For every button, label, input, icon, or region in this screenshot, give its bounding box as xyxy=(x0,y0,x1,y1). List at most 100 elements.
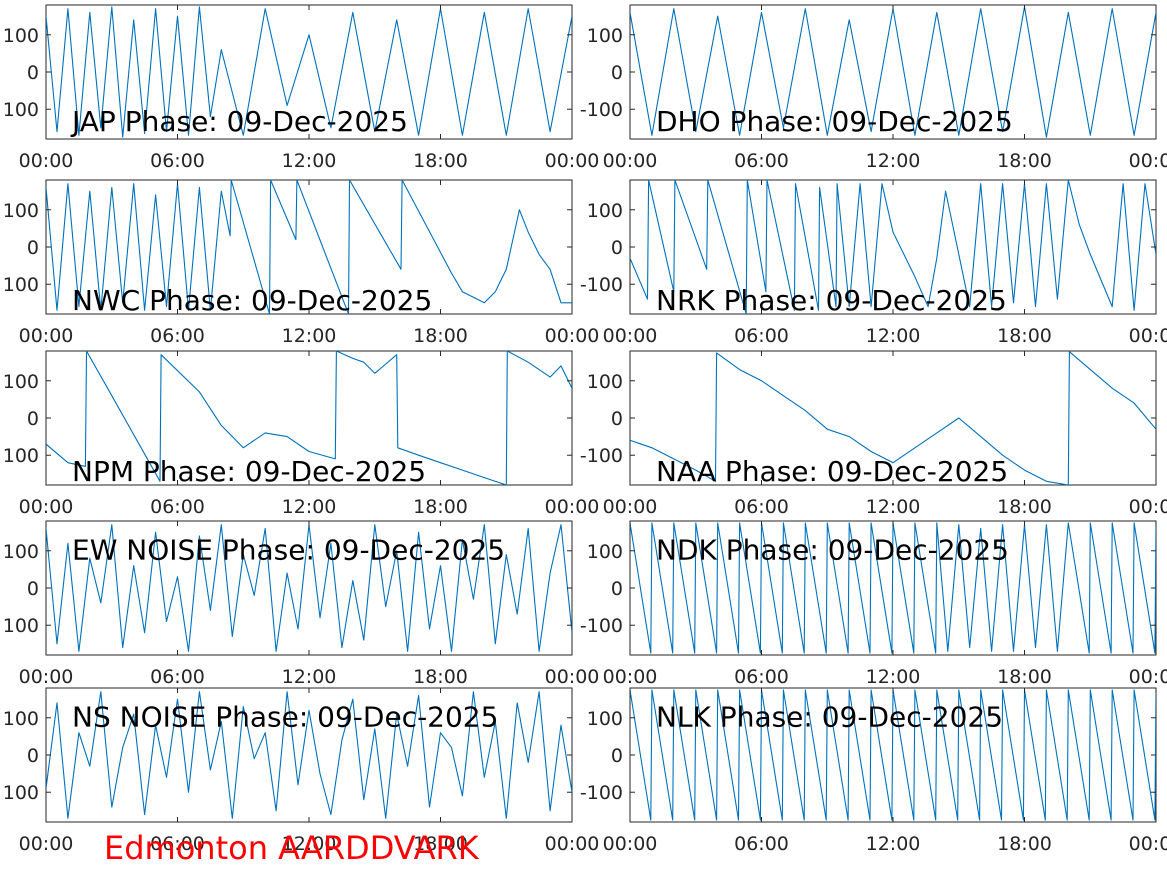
x-tick-label: 18:00 xyxy=(997,496,1052,518)
panel-title: DHO Phase: 09-Dec-2025 xyxy=(656,105,1013,138)
panel-4: 100 0 100 00:00 06:00 12:00 18:00 00:00 NPM Phas… xyxy=(3,350,600,518)
y-tick-label: 100 xyxy=(3,445,39,467)
plot-frame xyxy=(45,520,573,656)
y-tick-label: 100 xyxy=(587,371,623,393)
x-tick-label: 18:00 xyxy=(997,325,1052,347)
x-tick-label: 06:00 xyxy=(150,666,205,688)
x-tick-label: 00:00 xyxy=(19,496,74,518)
x-tick-label: 06:00 xyxy=(734,150,789,172)
y-tick-label: 0 xyxy=(611,62,623,84)
y-tick-label: 0 xyxy=(27,62,39,84)
x-tick-label: 00:00 xyxy=(603,833,658,855)
panel-5: 100 0 -100 00:00 06:00 12:00 18:00 00:00 NAA Pha… xyxy=(580,350,1167,518)
phase-trace xyxy=(46,6,572,138)
x-tick-label: 18:00 xyxy=(997,150,1052,172)
phase-trace xyxy=(46,180,572,314)
panel-3: 100 0 -100 00:00 06:00 12:00 18:00 00:00 NRK Pha… xyxy=(580,179,1167,347)
x-tick-label: 06:00 xyxy=(150,150,205,172)
x-tick-label: 00:00 xyxy=(603,496,658,518)
panel-8: 100 0 100 00:00 06:00 12:00 18:00 00:00 NS NOISE… xyxy=(3,687,600,855)
panel-title: NS NOISE Phase: 09-Dec-2025 xyxy=(72,701,498,734)
x-tick-label: 00:00 xyxy=(1129,325,1167,347)
x-tick-label: 00:00 xyxy=(603,150,658,172)
x-tick-label: 12:00 xyxy=(282,150,337,172)
x-tick-label: 00:00 xyxy=(19,150,74,172)
y-tick-label: 100 xyxy=(3,25,39,47)
x-tick-label: 00:00 xyxy=(545,325,600,347)
x-tick-label: 06:00 xyxy=(734,325,789,347)
x-tick-label: 06:00 xyxy=(150,496,205,518)
panel-0: 100 0 100 00:00 06:00 12:00 18:00 00:00 JAP Phas… xyxy=(3,4,600,172)
x-tick-label: 06:00 xyxy=(734,833,789,855)
panel-title: NRK Phase: 09-Dec-2025 xyxy=(656,284,1007,317)
panel-9: 100 0 -100 00:00 06:00 12:00 18:00 00:00 NLK Pha… xyxy=(580,687,1167,855)
y-tick-label: -100 xyxy=(580,445,623,467)
y-tick-label: 0 xyxy=(27,578,39,600)
y-tick-label: 0 xyxy=(27,745,39,767)
y-tick-label: 100 xyxy=(587,25,623,47)
y-tick-label: 100 xyxy=(3,200,39,222)
plot-frame xyxy=(45,4,573,140)
x-tick-label: 18:00 xyxy=(997,833,1052,855)
x-tick-label: 18:00 xyxy=(413,496,468,518)
x-tick-label: 00:00 xyxy=(1129,496,1167,518)
y-tick-label: 100 xyxy=(3,782,39,804)
y-tick-label: 100 xyxy=(587,708,623,730)
y-tick-label: 100 xyxy=(3,371,39,393)
y-tick-label: 100 xyxy=(587,541,623,563)
x-tick-label: 00:00 xyxy=(1129,833,1167,855)
x-tick-label: 06:00 xyxy=(150,833,205,855)
y-tick-label: 0 xyxy=(27,408,39,430)
x-tick-label: 06:00 xyxy=(734,496,789,518)
x-tick-label: 00:00 xyxy=(545,666,600,688)
y-tick-label: 100 xyxy=(3,274,39,296)
panel-1: 100 0 -100 00:00 06:00 12:00 18:00 00:00 DHO Pha… xyxy=(580,4,1167,172)
panel-title: NAA Phase: 09-Dec-2025 xyxy=(656,455,1008,488)
y-tick-label: 0 xyxy=(611,237,623,259)
panel-title: NDK Phase: 09-Dec-2025 xyxy=(656,534,1009,567)
panel-title: JAP Phase: 09-Dec-2025 xyxy=(70,105,408,138)
plot-frame xyxy=(45,350,573,486)
x-tick-label: 06:00 xyxy=(734,666,789,688)
y-tick-label: 0 xyxy=(27,237,39,259)
x-tick-label: 18:00 xyxy=(413,325,468,347)
station-label: Edmonton AARDDVARK xyxy=(104,829,479,867)
x-tick-label: 00:00 xyxy=(19,325,74,347)
x-tick-label: 12:00 xyxy=(282,666,337,688)
x-tick-label: 00:00 xyxy=(1129,150,1167,172)
x-tick-label: 00:00 xyxy=(545,833,600,855)
x-tick-label: 12:00 xyxy=(866,666,921,688)
x-tick-label: 12:00 xyxy=(282,325,337,347)
x-tick-label: 00:00 xyxy=(603,325,658,347)
phase-trace xyxy=(630,351,1156,485)
y-tick-label: 100 xyxy=(3,541,39,563)
panel-7: 100 0 -100 00:00 06:00 12:00 18:00 00:00 NDK Pha… xyxy=(580,520,1167,688)
x-tick-label: 00:00 xyxy=(545,496,600,518)
x-tick-label: 12:00 xyxy=(866,325,921,347)
y-tick-label: -100 xyxy=(580,782,623,804)
panel-title: NLK Phase: 09-Dec-2025 xyxy=(656,701,1003,734)
y-tick-label: 100 xyxy=(587,200,623,222)
panel-title: NPM Phase: 09-Dec-2025 xyxy=(72,455,426,488)
x-tick-label: 00:00 xyxy=(1129,666,1167,688)
x-tick-label: 18:00 xyxy=(997,666,1052,688)
panel-2: 100 0 100 00:00 06:00 12:00 18:00 00:00 NWC Phas… xyxy=(3,179,600,347)
x-tick-label: 06:00 xyxy=(150,325,205,347)
y-tick-label: 0 xyxy=(611,745,623,767)
x-tick-label: 12:00 xyxy=(866,496,921,518)
phase-trace xyxy=(46,691,572,819)
panel-title: EW NOISE Phase: 09-Dec-2025 xyxy=(72,534,505,567)
x-tick-label: 12:00 xyxy=(866,150,921,172)
x-tick-label: 12:00 xyxy=(282,833,337,855)
x-tick-label: 18:00 xyxy=(413,833,468,855)
y-tick-label: 0 xyxy=(611,578,623,600)
x-tick-label: 18:00 xyxy=(413,666,468,688)
x-tick-label: 12:00 xyxy=(866,833,921,855)
panel-title: NWC Phase: 09-Dec-2025 xyxy=(72,284,432,317)
y-tick-label: 100 xyxy=(3,615,39,637)
x-tick-label: 00:00 xyxy=(19,833,74,855)
plot-frame xyxy=(629,179,1157,315)
phase-trace xyxy=(46,351,572,485)
x-tick-label: 00:00 xyxy=(545,150,600,172)
